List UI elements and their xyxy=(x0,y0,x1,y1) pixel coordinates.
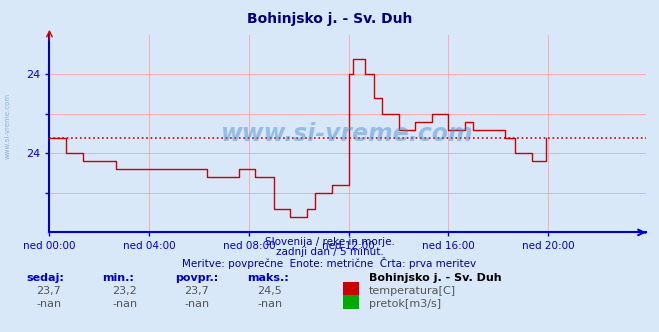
Text: 23,2: 23,2 xyxy=(112,286,137,296)
Text: povpr.:: povpr.: xyxy=(175,273,218,283)
Text: -nan: -nan xyxy=(257,299,282,309)
Text: Slovenija / reke in morje.: Slovenija / reke in morje. xyxy=(264,237,395,247)
Text: -nan: -nan xyxy=(36,299,61,309)
Text: temperatura[C]: temperatura[C] xyxy=(369,286,456,296)
Text: www.si-vreme.com: www.si-vreme.com xyxy=(5,93,11,159)
Text: www.si-vreme.com: www.si-vreme.com xyxy=(221,122,474,146)
Text: Meritve: povprečne  Enote: metrične  Črta: prva meritev: Meritve: povprečne Enote: metrične Črta:… xyxy=(183,257,476,269)
Text: zadnji dan / 5 minut.: zadnji dan / 5 minut. xyxy=(275,247,384,257)
Text: maks.:: maks.: xyxy=(247,273,289,283)
Text: -nan: -nan xyxy=(185,299,210,309)
Text: -nan: -nan xyxy=(112,299,137,309)
Text: min.:: min.: xyxy=(102,273,134,283)
Text: Bohinjsko j. - Sv. Duh: Bohinjsko j. - Sv. Duh xyxy=(369,273,501,283)
Text: 23,7: 23,7 xyxy=(185,286,210,296)
Text: pretok[m3/s]: pretok[m3/s] xyxy=(369,299,441,309)
Text: 24,5: 24,5 xyxy=(257,286,282,296)
Text: 23,7: 23,7 xyxy=(36,286,61,296)
Text: sedaj:: sedaj: xyxy=(26,273,64,283)
Text: Bohinjsko j. - Sv. Duh: Bohinjsko j. - Sv. Duh xyxy=(247,12,412,26)
